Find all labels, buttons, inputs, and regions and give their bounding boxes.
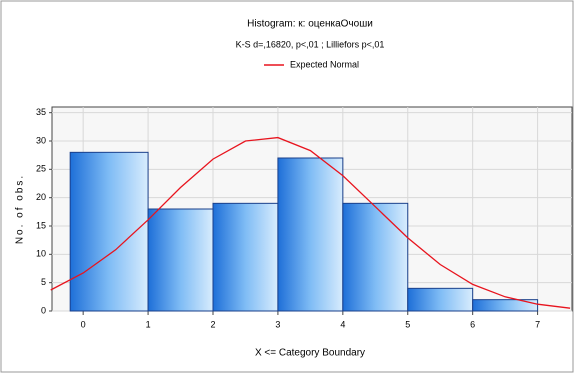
y-tick-label: 20 [36,192,46,202]
y-tick-label: 25 [36,164,46,174]
x-tick-label: 3 [275,319,280,329]
bar [342,202,409,312]
y-axis-label: No. of obs. [15,174,26,244]
chart-title: Histogram: к: оценкаОчоши [247,19,373,30]
x-tick-label: 7 [535,319,540,329]
y-tick-label: 30 [36,135,46,145]
x-tick-label: 4 [340,319,345,329]
bar [147,208,214,312]
normal-curve [50,136,571,309]
bar [472,299,539,312]
bar [277,157,344,312]
bar [69,151,149,312]
chart-subtitle: K-S d=,16820, p<,01 ; Lilliefors p<,01 [236,39,385,49]
y-tick-label: 15 [36,220,46,230]
x-tick-label: 5 [405,319,410,329]
bar [407,287,474,312]
x-axis-label: X <= Category Boundary [255,348,365,359]
y-tick-label: 10 [36,249,46,259]
y-tick-label: 0 [41,305,46,315]
legend-label: Expected Normal [290,59,359,69]
y-tick-label: 35 [36,107,46,117]
x-tick-label: 6 [470,319,475,329]
x-tick-label: 2 [210,319,215,329]
y-tick-label: 5 [41,277,46,287]
x-tick-label: 1 [146,319,151,329]
bar [212,202,279,312]
x-tick-label: 0 [81,319,86,329]
